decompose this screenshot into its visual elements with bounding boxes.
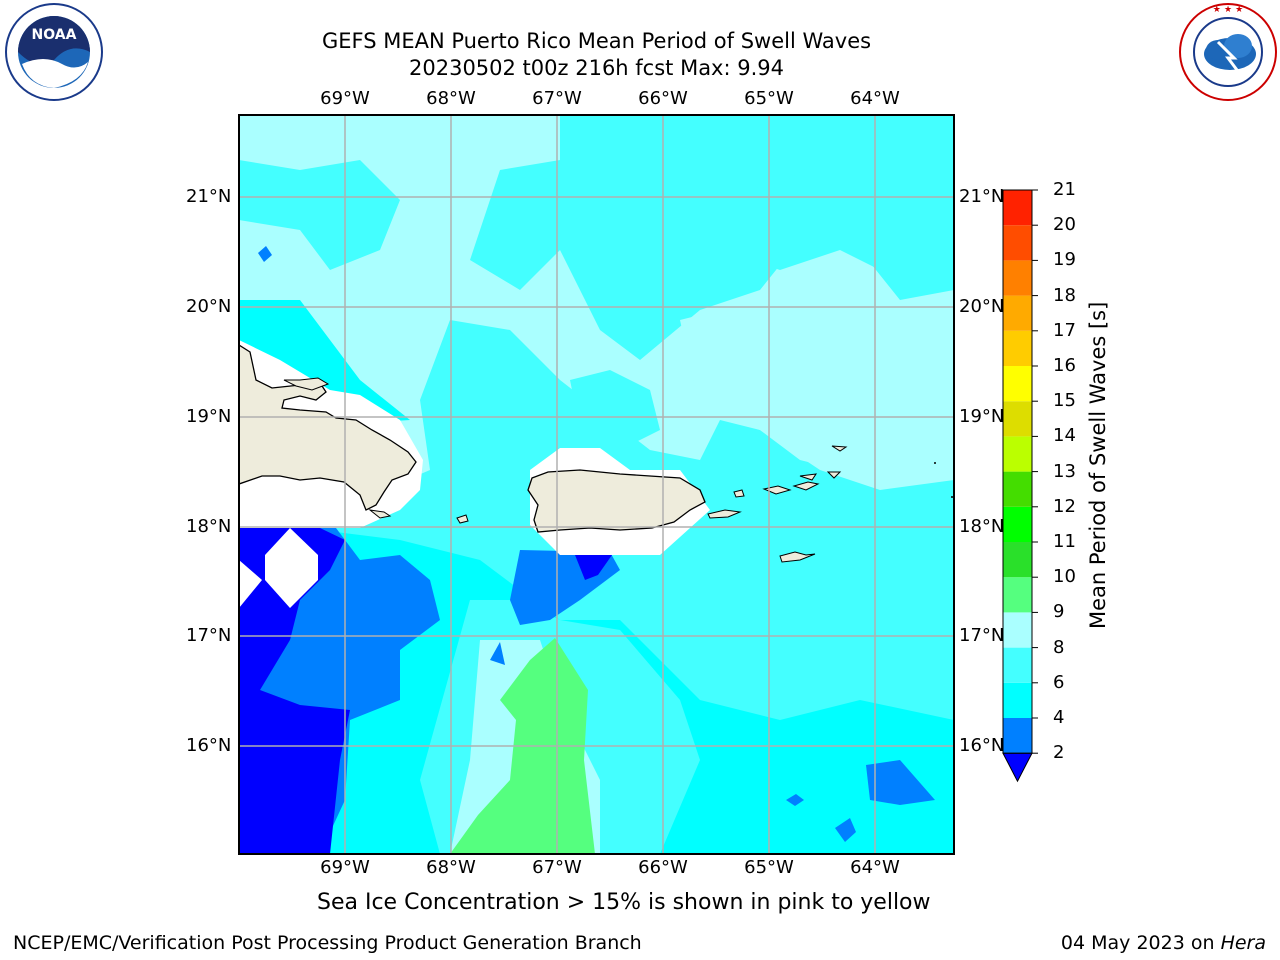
swell-contour-mid <box>570 370 660 450</box>
swell-contour-darkblue <box>575 555 612 580</box>
no-data-region <box>265 528 318 608</box>
nws-logo-icon: ★ ★ ★ <box>1179 3 1277 101</box>
footer-date: 04 May 2023 on Hera <box>1061 932 1266 954</box>
footer-branch: NCEP/EMC/Verification Post Processing Pr… <box>13 932 642 954</box>
colorbar-band <box>1003 295 1032 331</box>
lon-label-top: 67°W <box>532 88 582 109</box>
lon-label-top: 66°W <box>638 88 688 109</box>
colorbar-tick-label: 12 <box>1053 495 1076 517</box>
sea-ice-caption: Sea Ice Concentration > 15% is shown in … <box>317 890 931 915</box>
colorbar-tick-label: 4 <box>1053 707 1065 728</box>
swell-contour-blue <box>866 760 935 805</box>
colorbar-tick-label: 17 <box>1053 319 1076 341</box>
colorbar-tick-label: 20 <box>1053 214 1076 236</box>
lon-label-bottom: 65°W <box>744 857 794 878</box>
colorbar-band <box>1003 471 1032 507</box>
swell-contour-blue <box>490 642 505 665</box>
virgin-islands <box>733 489 745 498</box>
footer-machine: Hera <box>1220 932 1266 954</box>
colorbar-band <box>1003 330 1032 366</box>
puerto-rico-land <box>527 469 706 533</box>
lon-label-bottom: 64°W <box>850 857 900 878</box>
colorbar-extend-triangle <box>1002 752 1033 783</box>
map-frame <box>238 114 955 855</box>
colorbar-band <box>1003 577 1032 613</box>
lon-label-bottom: 66°W <box>638 857 688 878</box>
colorbar-band <box>1003 401 1032 437</box>
swell-contour-light <box>680 300 954 490</box>
lat-label-left: 20°N <box>186 296 232 317</box>
lon-label-bottom: 68°W <box>426 857 476 878</box>
lon-label-bottom: 67°W <box>532 857 582 878</box>
colorbar-tick-label: 8 <box>1053 636 1065 658</box>
swell-contour-blue <box>786 794 804 806</box>
chart-title: GEFS MEAN Puerto Rico Mean Period of Swe… <box>321 29 872 53</box>
colorbar-band <box>1003 718 1032 754</box>
colorbar-tick-label: 14 <box>1053 425 1076 447</box>
noaa-logo-icon: NOAA <box>5 3 103 101</box>
lat-label-left: 19°N <box>186 406 232 427</box>
vieques-island <box>707 509 742 519</box>
chart-subtitle: 20230502 t00z 216h fcst Max: 9.94 <box>409 56 784 80</box>
swell-contour-blue <box>835 818 856 842</box>
no-data-region <box>239 560 262 608</box>
lon-label-bottom: 69°W <box>320 857 370 878</box>
swell-contour-darkblue <box>239 528 350 854</box>
lon-label-top: 69°W <box>320 88 370 109</box>
colorbar-band <box>1003 436 1032 472</box>
mona-island <box>456 514 469 524</box>
colorbar-title: Mean Period of Swell Waves [s] <box>1086 301 1110 629</box>
swell-contour-blue <box>258 246 272 262</box>
lat-label-left: 16°N <box>186 735 232 756</box>
swell-contour-mid <box>239 160 400 270</box>
colorbar-tick-label: 13 <box>1053 460 1076 482</box>
colorbar-tick-label: 18 <box>1053 284 1076 306</box>
swell-contour-mid <box>570 120 954 270</box>
colorbar-band <box>1003 647 1032 683</box>
colorbar-tick-label: 2 <box>1053 742 1065 764</box>
lon-label-top: 64°W <box>850 88 900 109</box>
lat-label-left: 18°N <box>186 516 232 537</box>
colorbar <box>1002 189 1038 783</box>
footer-date-text: 04 May 2023 on <box>1060 932 1221 954</box>
colorbar-band <box>1003 682 1032 718</box>
colorbar-tick-label: 19 <box>1053 249 1076 271</box>
colorbar-band <box>1003 542 1032 578</box>
lat-label-left: 21°N <box>186 186 232 207</box>
colorbar-band <box>1003 225 1032 261</box>
st-croix-island <box>779 551 816 563</box>
noaa-logo-text: NOAA <box>32 27 77 43</box>
lat-label-right: 19°N <box>959 406 1005 427</box>
colorbar-tick-label: 11 <box>1053 531 1076 552</box>
lat-label-right: 17°N <box>959 625 1005 646</box>
colorbar-tick-label: 16 <box>1053 355 1076 376</box>
lat-label-right: 16°N <box>959 735 1005 756</box>
map-gridlines <box>239 115 954 854</box>
svg-text:★ ★ ★: ★ ★ ★ <box>1213 5 1243 15</box>
colorbar-band <box>1003 612 1032 648</box>
lon-label-top: 68°W <box>426 88 476 109</box>
colorbar-tick-label: 9 <box>1053 601 1065 623</box>
colorbar-tick-label: 15 <box>1053 390 1076 412</box>
colorbar-tick-label: 21 <box>1053 179 1076 200</box>
colorbar-band <box>1003 190 1032 226</box>
lat-label-left: 17°N <box>186 625 232 646</box>
lat-label-right: 18°N <box>959 516 1005 537</box>
colorbar-band <box>1003 260 1032 296</box>
lat-label-right: 20°N <box>959 296 1005 317</box>
colorbar-band <box>1003 506 1032 542</box>
colorbar-band <box>1003 366 1032 402</box>
lon-label-top: 65°W <box>744 88 794 109</box>
colorbar-tick-label: 6 <box>1053 671 1065 693</box>
colorbar-tick-label: 10 <box>1053 566 1076 588</box>
lat-label-right: 21°N <box>959 186 1005 207</box>
